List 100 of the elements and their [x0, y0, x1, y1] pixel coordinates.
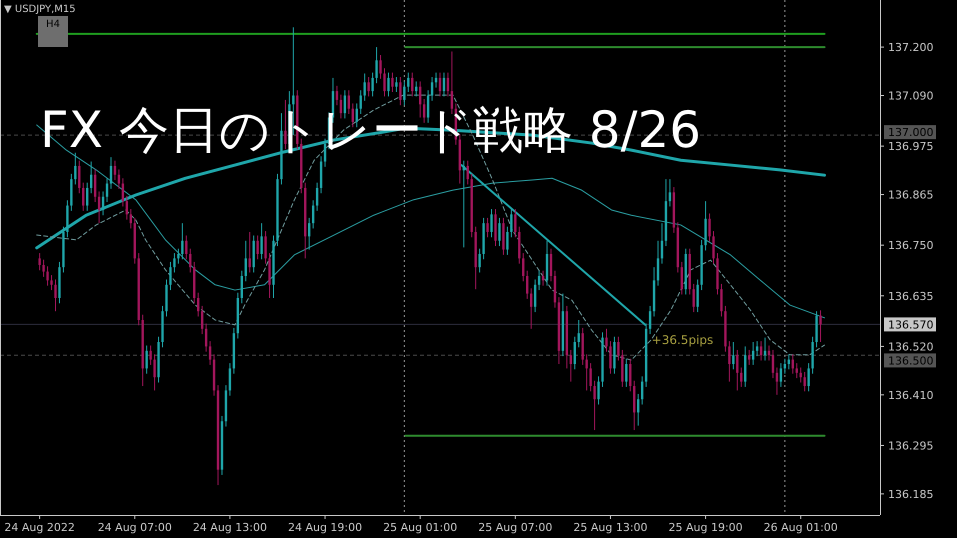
candlestick — [200, 305, 204, 335]
candlestick — [788, 354, 790, 370]
candlestick — [617, 336, 620, 361]
y-tick-label: 136.295 — [888, 439, 934, 452]
candlestick — [122, 178, 124, 207]
annotation: H4 — [46, 19, 60, 30]
candlestick — [510, 208, 513, 238]
candlestick — [648, 305, 652, 335]
candlestick — [197, 292, 200, 317]
x-tick-label: 24 Aug 13:00 — [192, 521, 267, 534]
candlestick — [308, 217, 310, 250]
candlestick — [407, 72, 410, 92]
y-tick-label: 136.635 — [888, 290, 934, 303]
candlestick — [728, 340, 731, 382]
candlestick — [86, 182, 88, 212]
candlestick — [363, 73, 366, 102]
y-tick-label: 136.520 — [888, 340, 934, 354]
candlestick — [578, 320, 580, 348]
candlestick — [399, 76, 402, 106]
annotation: ▼ USDJPY,M15 — [4, 4, 76, 15]
candlestick — [538, 270, 540, 291]
candlestick — [74, 152, 77, 185]
x-tick-label: 25 Aug 19:00 — [668, 521, 743, 534]
candlestick — [391, 72, 394, 92]
candlestick — [446, 72, 450, 97]
candlestick — [42, 259, 45, 278]
candlestick — [640, 376, 644, 406]
y-tick-label: 137.200 — [888, 41, 934, 54]
x-tick-label: 24 Aug 07:00 — [98, 521, 172, 534]
timeframe-box: H4 — [38, 16, 68, 47]
candlestick — [696, 279, 699, 313]
candlestick — [126, 195, 128, 220]
ref-line-label: 136.570 — [888, 318, 934, 332]
candlestick — [118, 168, 120, 190]
candlestick — [740, 367, 742, 388]
candlestick — [312, 200, 314, 229]
annotation: +36.5pips — [652, 332, 714, 347]
candlestick — [395, 76, 398, 92]
candlestick — [506, 226, 509, 256]
candlestick — [284, 99, 287, 150]
x-tick-label: 25 Aug 07:00 — [478, 521, 552, 534]
candlestick — [784, 358, 786, 374]
y-tick-label: 137.090 — [888, 90, 934, 103]
candlestick — [776, 367, 778, 396]
candlestick — [752, 342, 754, 366]
y-tick-label: 136.750 — [888, 239, 934, 252]
candlestick — [78, 160, 80, 194]
x-tick-label: 24 Aug 2022 — [4, 521, 75, 534]
candlestick — [807, 362, 810, 392]
candlestick — [228, 362, 232, 396]
candlestick — [478, 248, 481, 273]
candlestick — [102, 190, 104, 216]
y-tick-label: 136.185 — [888, 488, 934, 501]
candlestick — [371, 72, 374, 97]
candlestick — [185, 234, 188, 260]
candlestick — [430, 76, 434, 102]
y-tick-label: 136.975 — [888, 140, 934, 154]
candlestick — [574, 336, 576, 370]
candlestick — [466, 160, 469, 185]
candlestick — [256, 234, 259, 260]
candlestick — [526, 270, 528, 300]
candlestick — [98, 190, 100, 224]
candlestick — [760, 340, 762, 361]
candlestick — [173, 252, 176, 273]
candlestick — [692, 283, 695, 313]
candlestick — [181, 222, 184, 260]
ref-line-label: 136.500 — [888, 354, 934, 368]
candlestick — [46, 266, 49, 286]
candlestick — [204, 323, 208, 352]
candlestick — [589, 362, 592, 392]
candlestick — [415, 80, 418, 97]
candlestick — [570, 349, 572, 382]
ref-line-label: 137.000 — [888, 126, 934, 140]
candlestick — [732, 342, 735, 370]
candlestick — [792, 354, 794, 374]
candlestick — [514, 208, 517, 238]
candlestick — [189, 248, 192, 273]
candlestick — [316, 182, 318, 212]
candlestick — [130, 208, 132, 229]
candlestick — [411, 72, 414, 97]
candlestick — [625, 358, 628, 388]
candlestick — [796, 362, 798, 379]
candlestick — [585, 354, 588, 391]
candlestick — [748, 349, 750, 366]
candlestick — [756, 340, 758, 357]
x-tick-label: 25 Aug 01:00 — [383, 521, 458, 534]
y-tick-label: 136.410 — [888, 388, 934, 402]
y-tick-label: 136.865 — [888, 188, 934, 202]
candlestick — [367, 76, 370, 97]
candlestick — [264, 230, 267, 264]
candlestick — [38, 252, 41, 271]
candlestick — [94, 168, 96, 203]
candlestick — [668, 178, 672, 207]
candlestick — [800, 367, 802, 384]
candlestick — [736, 349, 738, 391]
x-tick-label: 26 Aug 01:00 — [764, 521, 838, 534]
candlestick — [593, 380, 596, 431]
candlestick — [534, 279, 536, 313]
candlestick — [530, 288, 532, 330]
candlestick — [90, 161, 92, 194]
